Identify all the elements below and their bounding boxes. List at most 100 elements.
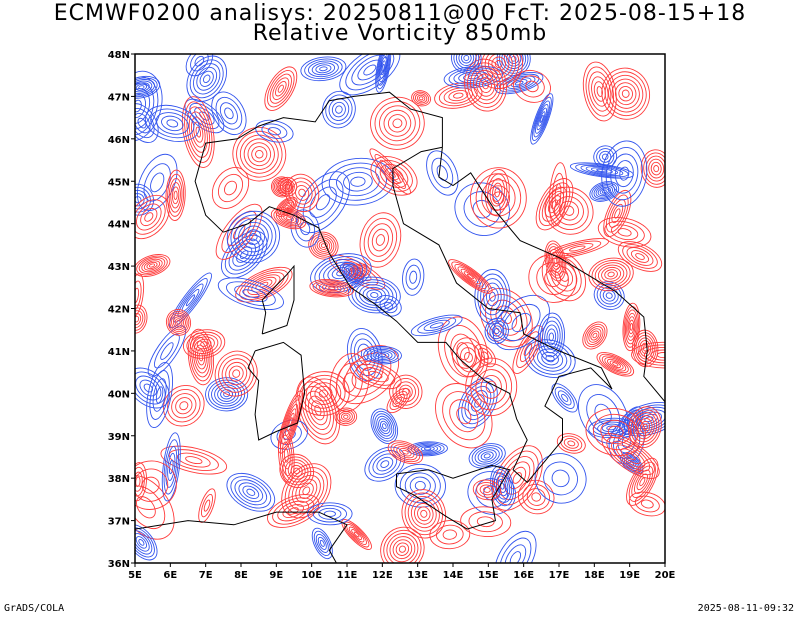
contour-line: [530, 93, 554, 145]
vorticity-cell: [370, 408, 399, 445]
contour-line: [584, 323, 606, 348]
contour-line: [384, 165, 396, 178]
contour-line: [635, 415, 655, 440]
contour-line: [489, 178, 505, 207]
contour-line: [431, 157, 454, 189]
contour-line: [414, 443, 442, 454]
lon-tick-label: 6E: [163, 570, 177, 581]
contour-line: [512, 472, 522, 484]
contour-line: [247, 274, 281, 296]
contour-line: [402, 449, 409, 455]
contour-line: [221, 230, 268, 279]
contour-line: [392, 393, 405, 408]
lat-tick-label: 36N: [108, 559, 130, 570]
vorticity-cell: [147, 325, 187, 377]
contour-line: [642, 423, 648, 431]
contour-line: [275, 210, 302, 227]
contour-line: [319, 66, 328, 72]
contour-line: [621, 89, 630, 98]
vorticity-cell: [387, 440, 424, 465]
contour-line: [410, 499, 437, 529]
contour-line: [491, 56, 506, 72]
contour-line: [135, 80, 153, 94]
contour-line: [321, 157, 395, 206]
contour-line: [536, 107, 548, 131]
contour-line: [628, 406, 662, 449]
vorticity-cell: [597, 217, 652, 248]
contour-line: [270, 207, 307, 230]
contour-line: [379, 163, 409, 188]
vorticity-cell: [601, 67, 650, 120]
vorticity-cell: [135, 194, 170, 240]
contour-line: [318, 282, 345, 294]
vorticity-cell: [490, 465, 515, 507]
contour-line: [544, 240, 567, 282]
vorticity-cell: [548, 162, 568, 227]
vorticity-cell: [232, 126, 287, 182]
contour-line: [146, 261, 158, 270]
contour-line: [603, 189, 632, 238]
contour-line: [516, 331, 540, 368]
contour-line: [228, 238, 260, 271]
vorticity-cell: [135, 75, 161, 99]
contour-line: [535, 178, 574, 231]
contour-line: [502, 303, 541, 342]
contour-line: [590, 167, 613, 174]
contour-line: [241, 225, 266, 249]
contour-line: [161, 115, 184, 132]
contour-line: [136, 153, 178, 211]
contour-line: [629, 323, 634, 331]
contour-line: [225, 361, 248, 386]
contour-line: [217, 386, 237, 402]
contour-line: [628, 461, 656, 502]
contour-line: [548, 162, 568, 227]
contour-line: [486, 320, 507, 342]
contour-line: [135, 533, 150, 552]
contour-line: [153, 333, 180, 369]
vorticity-cell: [544, 186, 594, 235]
contour-line: [549, 248, 562, 273]
contour-line: [246, 488, 256, 496]
contour-line: [466, 273, 474, 280]
contour-line: [316, 239, 331, 252]
contour-line: [534, 453, 587, 504]
lon-tick-label: 11E: [337, 570, 358, 581]
contour-line: [155, 112, 189, 135]
contour-line: [607, 425, 624, 439]
contour-line: [610, 153, 639, 194]
contour-line: [273, 208, 304, 228]
contour-line: [322, 90, 356, 129]
contour-line: [645, 155, 665, 182]
vorticity-cell: [617, 241, 663, 272]
contour-line: [512, 325, 544, 374]
contour-line: [429, 322, 444, 329]
contour-line: [389, 390, 408, 411]
contour-line: [500, 456, 535, 500]
contour-line: [498, 54, 529, 74]
contour-line: [383, 529, 422, 563]
contour-line: [251, 146, 268, 163]
vorticity-cell: [198, 488, 216, 523]
contour-line: [176, 452, 211, 468]
contour-line: [372, 350, 393, 361]
vorticity-cell: [640, 149, 665, 188]
contour-line: [617, 241, 663, 272]
contour-line: [393, 444, 418, 461]
vorticity-cell: [309, 279, 355, 298]
contour-line: [418, 96, 424, 101]
contour-line: [395, 397, 402, 404]
contour-line: [146, 361, 173, 429]
contour-line: [135, 471, 143, 492]
lat-tick-label: 47N: [108, 92, 130, 103]
contour-line: [331, 267, 351, 280]
vorticity-cell: [401, 489, 447, 539]
lon-tick-label: 14E: [443, 570, 464, 581]
contour-line: [196, 66, 218, 91]
vorticity-contours: [135, 54, 665, 563]
contour-line: [372, 453, 398, 475]
contour-line: [499, 537, 532, 563]
vorticity-cell: [468, 443, 506, 469]
contour-line: [307, 60, 339, 78]
contour-line: [135, 315, 140, 323]
contour-line: [453, 69, 494, 85]
